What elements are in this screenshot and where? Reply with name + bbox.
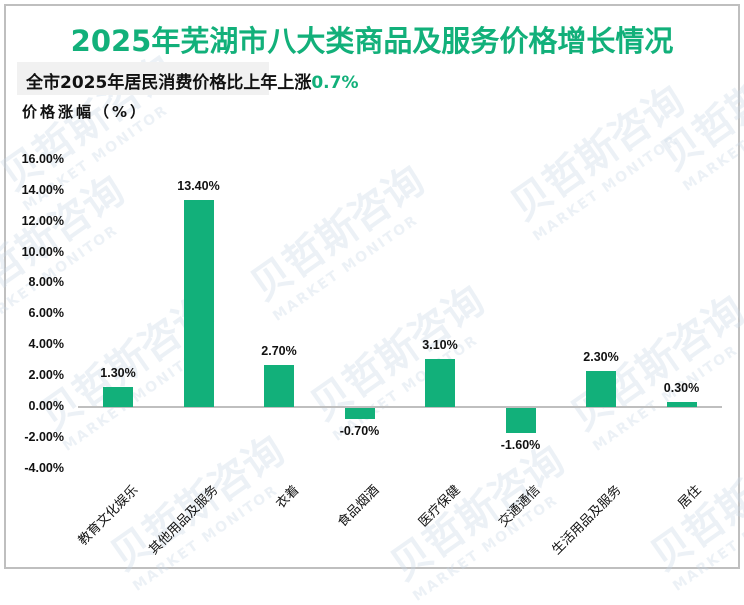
y-tick-label: 10.00% (21, 244, 64, 259)
bar-3[interactable] (344, 408, 375, 419)
chart-frame (4, 4, 740, 569)
bar-1[interactable] (183, 199, 214, 407)
y-axis-label: 价格涨幅（%） (22, 103, 149, 121)
y-tick-label: 4.00% (28, 337, 64, 352)
y-tick-label: 6.00% (28, 306, 64, 321)
bar-value-label: 0.30% (663, 381, 700, 396)
y-tick-label: -4.00% (24, 460, 64, 475)
y-tick-label: 14.00% (21, 182, 64, 197)
y-tick-label: -2.00% (24, 429, 64, 444)
bar-2[interactable] (264, 365, 294, 407)
bar-value-label: 3.10% (422, 338, 458, 353)
bar-6[interactable] (586, 371, 616, 407)
bar-4[interactable] (425, 359, 455, 407)
subtitle-highlight-value: 0.7% (311, 73, 359, 93)
subtitle-background (17, 62, 269, 95)
bar-7[interactable] (666, 402, 697, 407)
chart-subtitle: 全市2025年居民消费价格比上年上涨0.7% (26, 68, 358, 93)
bar-value-label: 2.30% (583, 350, 619, 365)
bar-0[interactable] (103, 386, 133, 407)
bar-value-label: -0.70% (339, 423, 380, 438)
bar-value-label: -1.60% (500, 437, 541, 452)
bar-value-label: 2.70% (261, 344, 297, 359)
y-tick-label: 0.00% (28, 399, 64, 413)
bar-5[interactable] (505, 408, 536, 433)
bar-value-label: 1.30% (100, 365, 136, 380)
y-tick-label: 16.00% (21, 151, 64, 166)
bar-value-label: 13.40% (177, 178, 220, 193)
y-tick-label: 2.00% (28, 368, 64, 383)
x-axis-line (78, 406, 722, 408)
chart-title: 2025年芜湖市八大类商品及服务价格增长情况 (70, 24, 674, 58)
y-tick-label: 12.00% (21, 213, 64, 228)
y-tick-label: 8.00% (28, 275, 64, 290)
subtitle-text: 全市2025年居民消费价格比上年上涨 (26, 73, 312, 93)
